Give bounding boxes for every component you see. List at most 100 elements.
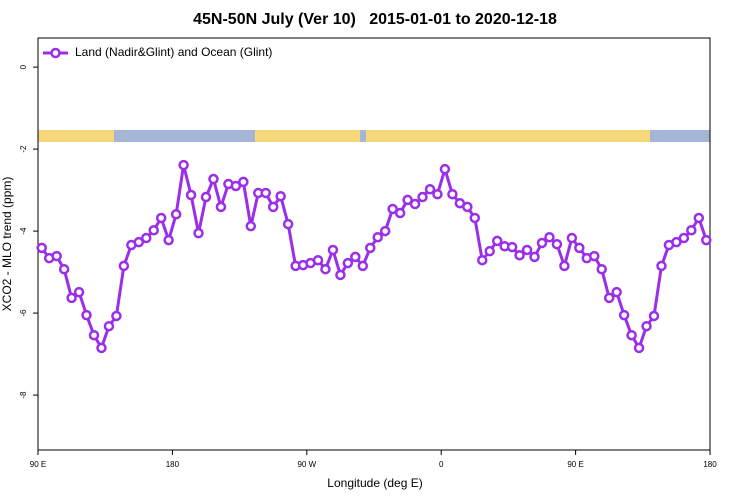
data-point [350, 251, 361, 263]
x-tick-label: 180 [703, 460, 717, 469]
data-point [491, 235, 503, 247]
data-line [40, 163, 708, 352]
data-point [559, 260, 570, 272]
data-point [312, 254, 324, 266]
x-axis-label: Longitude (deg E) [327, 476, 422, 490]
data-point [686, 225, 697, 236]
data-point [118, 260, 130, 272]
data-point [544, 231, 555, 243]
data-point [185, 189, 197, 201]
x-tick-label: 180 [166, 460, 180, 469]
data-point [260, 187, 271, 199]
y-tick-label: -8 [19, 391, 28, 399]
data-point [536, 237, 548, 249]
data-point [477, 254, 488, 266]
data-point [342, 257, 354, 269]
data-point [51, 250, 62, 262]
data-point [96, 342, 107, 354]
data-point [551, 238, 563, 250]
data-point [521, 244, 533, 256]
data-point [88, 329, 100, 341]
y-tick-label: 0 [19, 64, 28, 69]
data-point [462, 201, 473, 213]
data-point [394, 207, 406, 219]
data-point [73, 286, 85, 298]
plot-frame [37, 37, 711, 451]
y-tick-label: -6 [19, 309, 28, 317]
data-point [432, 188, 443, 200]
land-strip [255, 130, 360, 142]
y-tick-label: -4 [19, 227, 28, 235]
data-point [402, 194, 413, 206]
data-point [230, 180, 242, 192]
data-point [208, 173, 219, 185]
legend-label: Land (Nadir&Glint) and Ocean (Glint) [75, 45, 272, 59]
data-point [447, 188, 458, 200]
data-point [357, 260, 369, 272]
data-point [282, 218, 294, 230]
data-point [596, 263, 607, 275]
data-point [469, 212, 481, 224]
data-point [66, 292, 77, 304]
data-point [58, 263, 70, 275]
x-tick-label: 90 W [297, 460, 316, 469]
data-point [141, 232, 152, 244]
data-point [648, 310, 660, 322]
map-strip [38, 130, 710, 142]
data-point [267, 201, 279, 213]
data-point [133, 236, 145, 248]
data-point [424, 184, 436, 195]
data-point [633, 342, 645, 354]
data-point [626, 329, 637, 341]
data-point [178, 159, 189, 171]
data-point [387, 203, 398, 215]
data-point [529, 251, 540, 263]
y-axis-label: XCO2 - MLO trend (ppm) [0, 177, 14, 312]
data-point [656, 260, 667, 272]
data-point [678, 232, 690, 244]
land-strip [366, 130, 650, 142]
data-point [641, 320, 652, 332]
data-point [693, 212, 705, 224]
data-point [514, 250, 525, 261]
data-point [611, 286, 622, 298]
data-point [238, 176, 249, 188]
legend-marker [50, 47, 61, 59]
data-point [320, 263, 331, 275]
data-point [193, 227, 204, 239]
land-strip [38, 130, 114, 142]
data-point [103, 320, 115, 332]
data-point [275, 190, 286, 202]
data-point [574, 242, 585, 254]
data-point [372, 231, 383, 243]
data-point [335, 269, 346, 281]
x-tick-label: 90 E [30, 460, 46, 469]
data-point [365, 242, 376, 254]
data-point [701, 234, 712, 246]
data-point [671, 236, 682, 248]
data-point [170, 209, 182, 220]
data-point [506, 241, 518, 253]
data-point [439, 163, 451, 175]
data-point [327, 244, 339, 256]
y-tick-label: -2 [19, 145, 28, 153]
data-point [484, 245, 495, 257]
data-point [566, 232, 578, 244]
data-point [618, 309, 630, 321]
data-point [155, 212, 167, 224]
data-point [148, 225, 159, 236]
x-tick-label: 90 E [567, 460, 583, 469]
chart-title: 45N-50N July (Ver 10) 2015-01-01 to 2020… [193, 11, 557, 28]
data-point [603, 292, 615, 304]
data-point [215, 201, 227, 213]
data-point [111, 310, 122, 322]
data-point [81, 309, 92, 321]
data-point [245, 220, 257, 232]
data-point [200, 191, 212, 203]
data-point [36, 242, 47, 254]
data-point [409, 198, 421, 210]
data-point [417, 191, 428, 203]
data-point [379, 225, 391, 237]
